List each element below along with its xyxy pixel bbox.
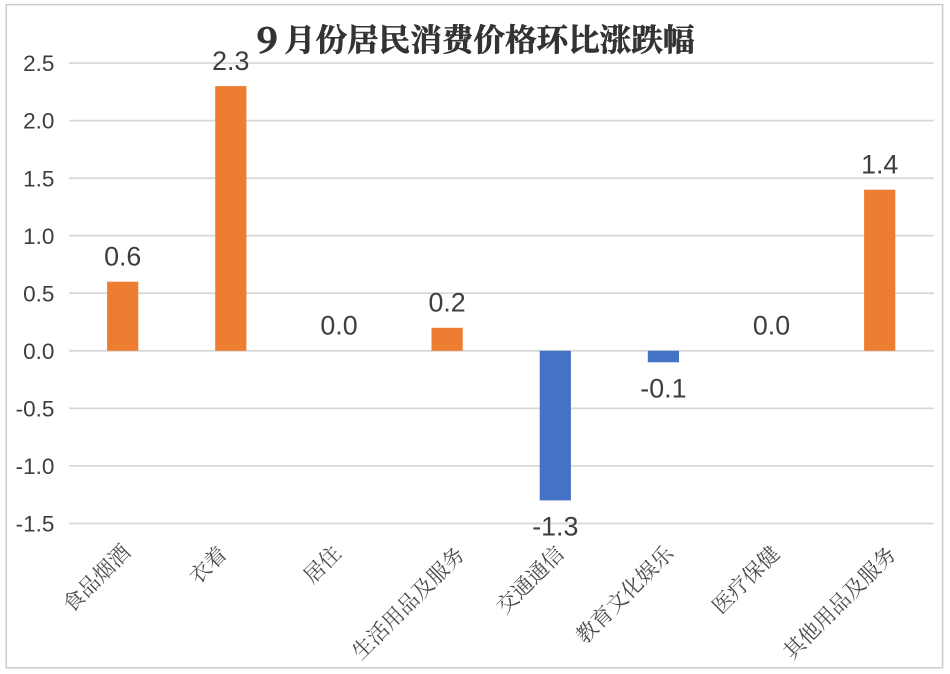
svg-text:1.0: 1.0 [23,224,54,249]
svg-text:0.0: 0.0 [753,311,790,341]
svg-text:-0.1: -0.1 [640,373,686,403]
svg-text:0.6: 0.6 [104,242,141,272]
svg-text:2.3: 2.3 [212,46,249,76]
svg-text:2.5: 2.5 [23,51,54,76]
svg-text:0.5: 0.5 [23,281,54,306]
svg-text:2.0: 2.0 [23,109,54,134]
svg-text:1.4: 1.4 [861,150,898,180]
svg-text:-0.5: -0.5 [16,397,55,422]
svg-text:1.5: 1.5 [23,166,54,191]
svg-text:-1.5: -1.5 [16,512,55,537]
svg-text:-1.3: -1.3 [532,512,578,542]
svg-text:0.0: 0.0 [23,339,54,364]
svg-text:-1.0: -1.0 [16,454,55,479]
svg-text:0.0: 0.0 [320,311,357,341]
svg-text:0.2: 0.2 [428,288,465,318]
